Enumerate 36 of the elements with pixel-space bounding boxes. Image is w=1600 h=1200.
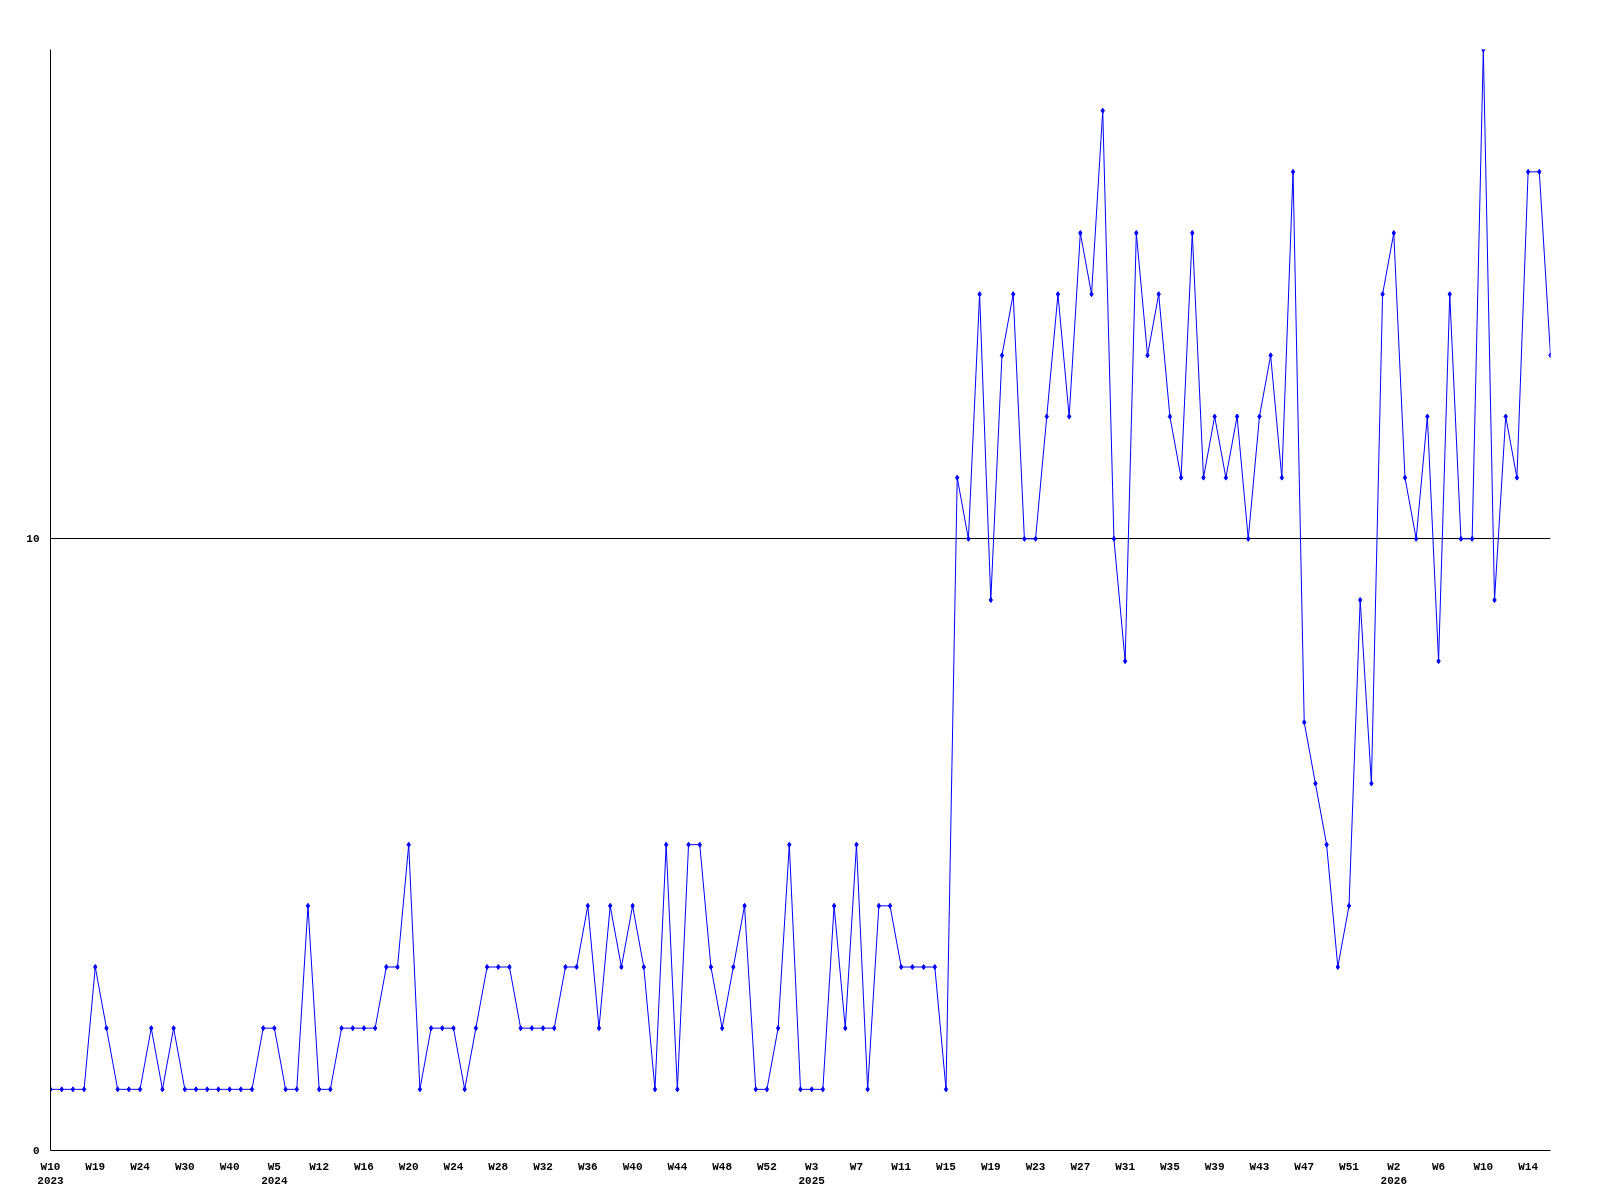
x-tick-label: W14	[1518, 1160, 1539, 1173]
x-tick-label: W35	[1160, 1160, 1181, 1173]
x-tick-label: W19	[85, 1160, 106, 1173]
x-tick-label: W5 2024	[261, 1160, 288, 1187]
x-tick-label: W24	[443, 1160, 464, 1173]
x-tick-label: W28	[488, 1160, 509, 1173]
x-tick-label: W10 2023	[37, 1160, 65, 1187]
x-tick-label: W27	[1070, 1160, 1091, 1173]
x-tick-label: W31	[1115, 1160, 1136, 1173]
x-tick-label: W36	[577, 1160, 598, 1173]
x-tick-label: W6	[1431, 1160, 1446, 1173]
x-tick-label: W7	[849, 1160, 864, 1173]
x-tick-label: W40	[219, 1160, 240, 1173]
x-tick-label: W40	[622, 1160, 643, 1173]
x-tick-label: W23	[1025, 1160, 1046, 1173]
x-tick-label: W32	[533, 1160, 553, 1173]
x-tick-label: W10	[1473, 1160, 1494, 1173]
y-tick-label: 10	[26, 533, 40, 546]
x-tick-label: W48	[712, 1160, 733, 1173]
x-tick-label: W19	[980, 1160, 1001, 1173]
y-tick-label: 0	[32, 1145, 40, 1157]
x-tick-label: W11	[891, 1160, 912, 1173]
x-tick-label: W15	[936, 1160, 957, 1173]
x-tick-label: W24	[130, 1160, 151, 1173]
x-tick-label: W12	[309, 1160, 330, 1173]
x-tick-label: W44	[667, 1160, 688, 1173]
x-tick-label: W3 2025	[798, 1160, 826, 1187]
x-tick-label: W43	[1249, 1160, 1270, 1173]
x-tick-label: W47	[1294, 1160, 1315, 1173]
x-tick-label: W16	[354, 1160, 374, 1173]
x-tick-label: W2 2026	[1380, 1160, 1407, 1187]
x-tick-label: W52	[757, 1160, 777, 1173]
x-tick-label: W39	[1204, 1160, 1225, 1173]
x-tick-label: W20	[398, 1160, 419, 1173]
x-tick-label: W51	[1339, 1160, 1360, 1173]
x-tick-label: W30	[174, 1160, 195, 1173]
